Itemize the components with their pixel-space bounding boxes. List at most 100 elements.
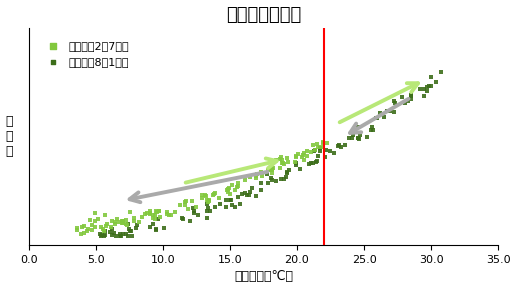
Point (356, 133, 364, 138)
Point (146, 211, 154, 216)
Point (276, 157, 284, 162)
Point (277, 177, 285, 181)
Point (88, 223, 96, 227)
Point (194, 212, 202, 217)
Point (268, 167, 276, 171)
Point (427, 75, 436, 80)
Point (203, 216, 212, 220)
Point (190, 209, 198, 214)
Point (132, 226, 140, 231)
Point (311, 148, 319, 152)
Point (292, 155, 300, 159)
Point (151, 213, 159, 218)
Point (123, 222, 132, 227)
Point (227, 192, 235, 196)
Point (153, 209, 161, 214)
Point (179, 216, 187, 221)
Point (123, 233, 132, 238)
Point (224, 186, 232, 191)
Point (380, 114, 388, 119)
Point (345, 136, 353, 140)
Point (277, 166, 285, 171)
Point (83, 229, 91, 234)
Point (309, 161, 317, 166)
Point (152, 227, 160, 232)
Title: スポーツ飲料等: スポーツ飲料等 (226, 5, 301, 24)
Point (235, 201, 244, 206)
Point (386, 109, 395, 113)
Point (211, 205, 219, 210)
Point (116, 232, 124, 237)
Point (228, 203, 236, 208)
Point (322, 148, 330, 153)
Point (268, 167, 277, 172)
Point (246, 190, 254, 194)
Point (206, 209, 215, 214)
Point (243, 193, 251, 198)
Point (401, 101, 410, 105)
Point (407, 93, 415, 98)
Point (367, 128, 375, 132)
Point (126, 210, 134, 214)
Point (119, 220, 127, 225)
Point (107, 225, 116, 229)
Point (224, 190, 232, 194)
Point (111, 220, 120, 224)
Point (241, 191, 250, 196)
Point (269, 166, 277, 170)
Point (146, 212, 154, 216)
Point (106, 229, 114, 234)
Point (100, 228, 108, 233)
Point (310, 149, 318, 154)
Point (416, 86, 425, 91)
Point (279, 161, 287, 165)
Point (149, 215, 157, 220)
Point (298, 155, 306, 160)
Point (184, 206, 192, 211)
Point (252, 174, 260, 179)
Point (334, 142, 343, 147)
Point (312, 160, 320, 165)
Point (407, 94, 415, 99)
Point (283, 170, 292, 175)
Point (149, 222, 157, 227)
Point (205, 199, 214, 203)
Point (227, 198, 235, 203)
Point (348, 136, 356, 140)
Point (152, 227, 160, 231)
Point (257, 188, 265, 192)
Point (143, 211, 151, 215)
Point (211, 191, 219, 195)
Point (314, 145, 322, 149)
Point (353, 136, 362, 140)
Point (252, 175, 260, 180)
Point (130, 216, 138, 220)
Point (198, 196, 206, 201)
Point (95, 232, 104, 237)
Point (334, 144, 343, 148)
Point (257, 170, 266, 174)
Point (230, 188, 238, 192)
Point (216, 201, 224, 206)
Point (391, 101, 399, 105)
Point (307, 150, 315, 155)
Point (221, 205, 230, 209)
Point (122, 222, 131, 227)
Point (99, 227, 107, 231)
Point (190, 211, 198, 216)
Point (178, 216, 186, 220)
Point (318, 144, 326, 149)
Point (176, 203, 184, 208)
Point (376, 111, 384, 115)
Point (203, 209, 211, 214)
Point (233, 184, 241, 189)
Point (238, 192, 246, 197)
Point (107, 219, 116, 223)
Point (182, 199, 190, 204)
Point (116, 233, 124, 238)
Point (215, 195, 223, 200)
Point (314, 154, 322, 158)
Point (210, 191, 218, 196)
Point (137, 215, 146, 219)
Point (127, 233, 136, 238)
